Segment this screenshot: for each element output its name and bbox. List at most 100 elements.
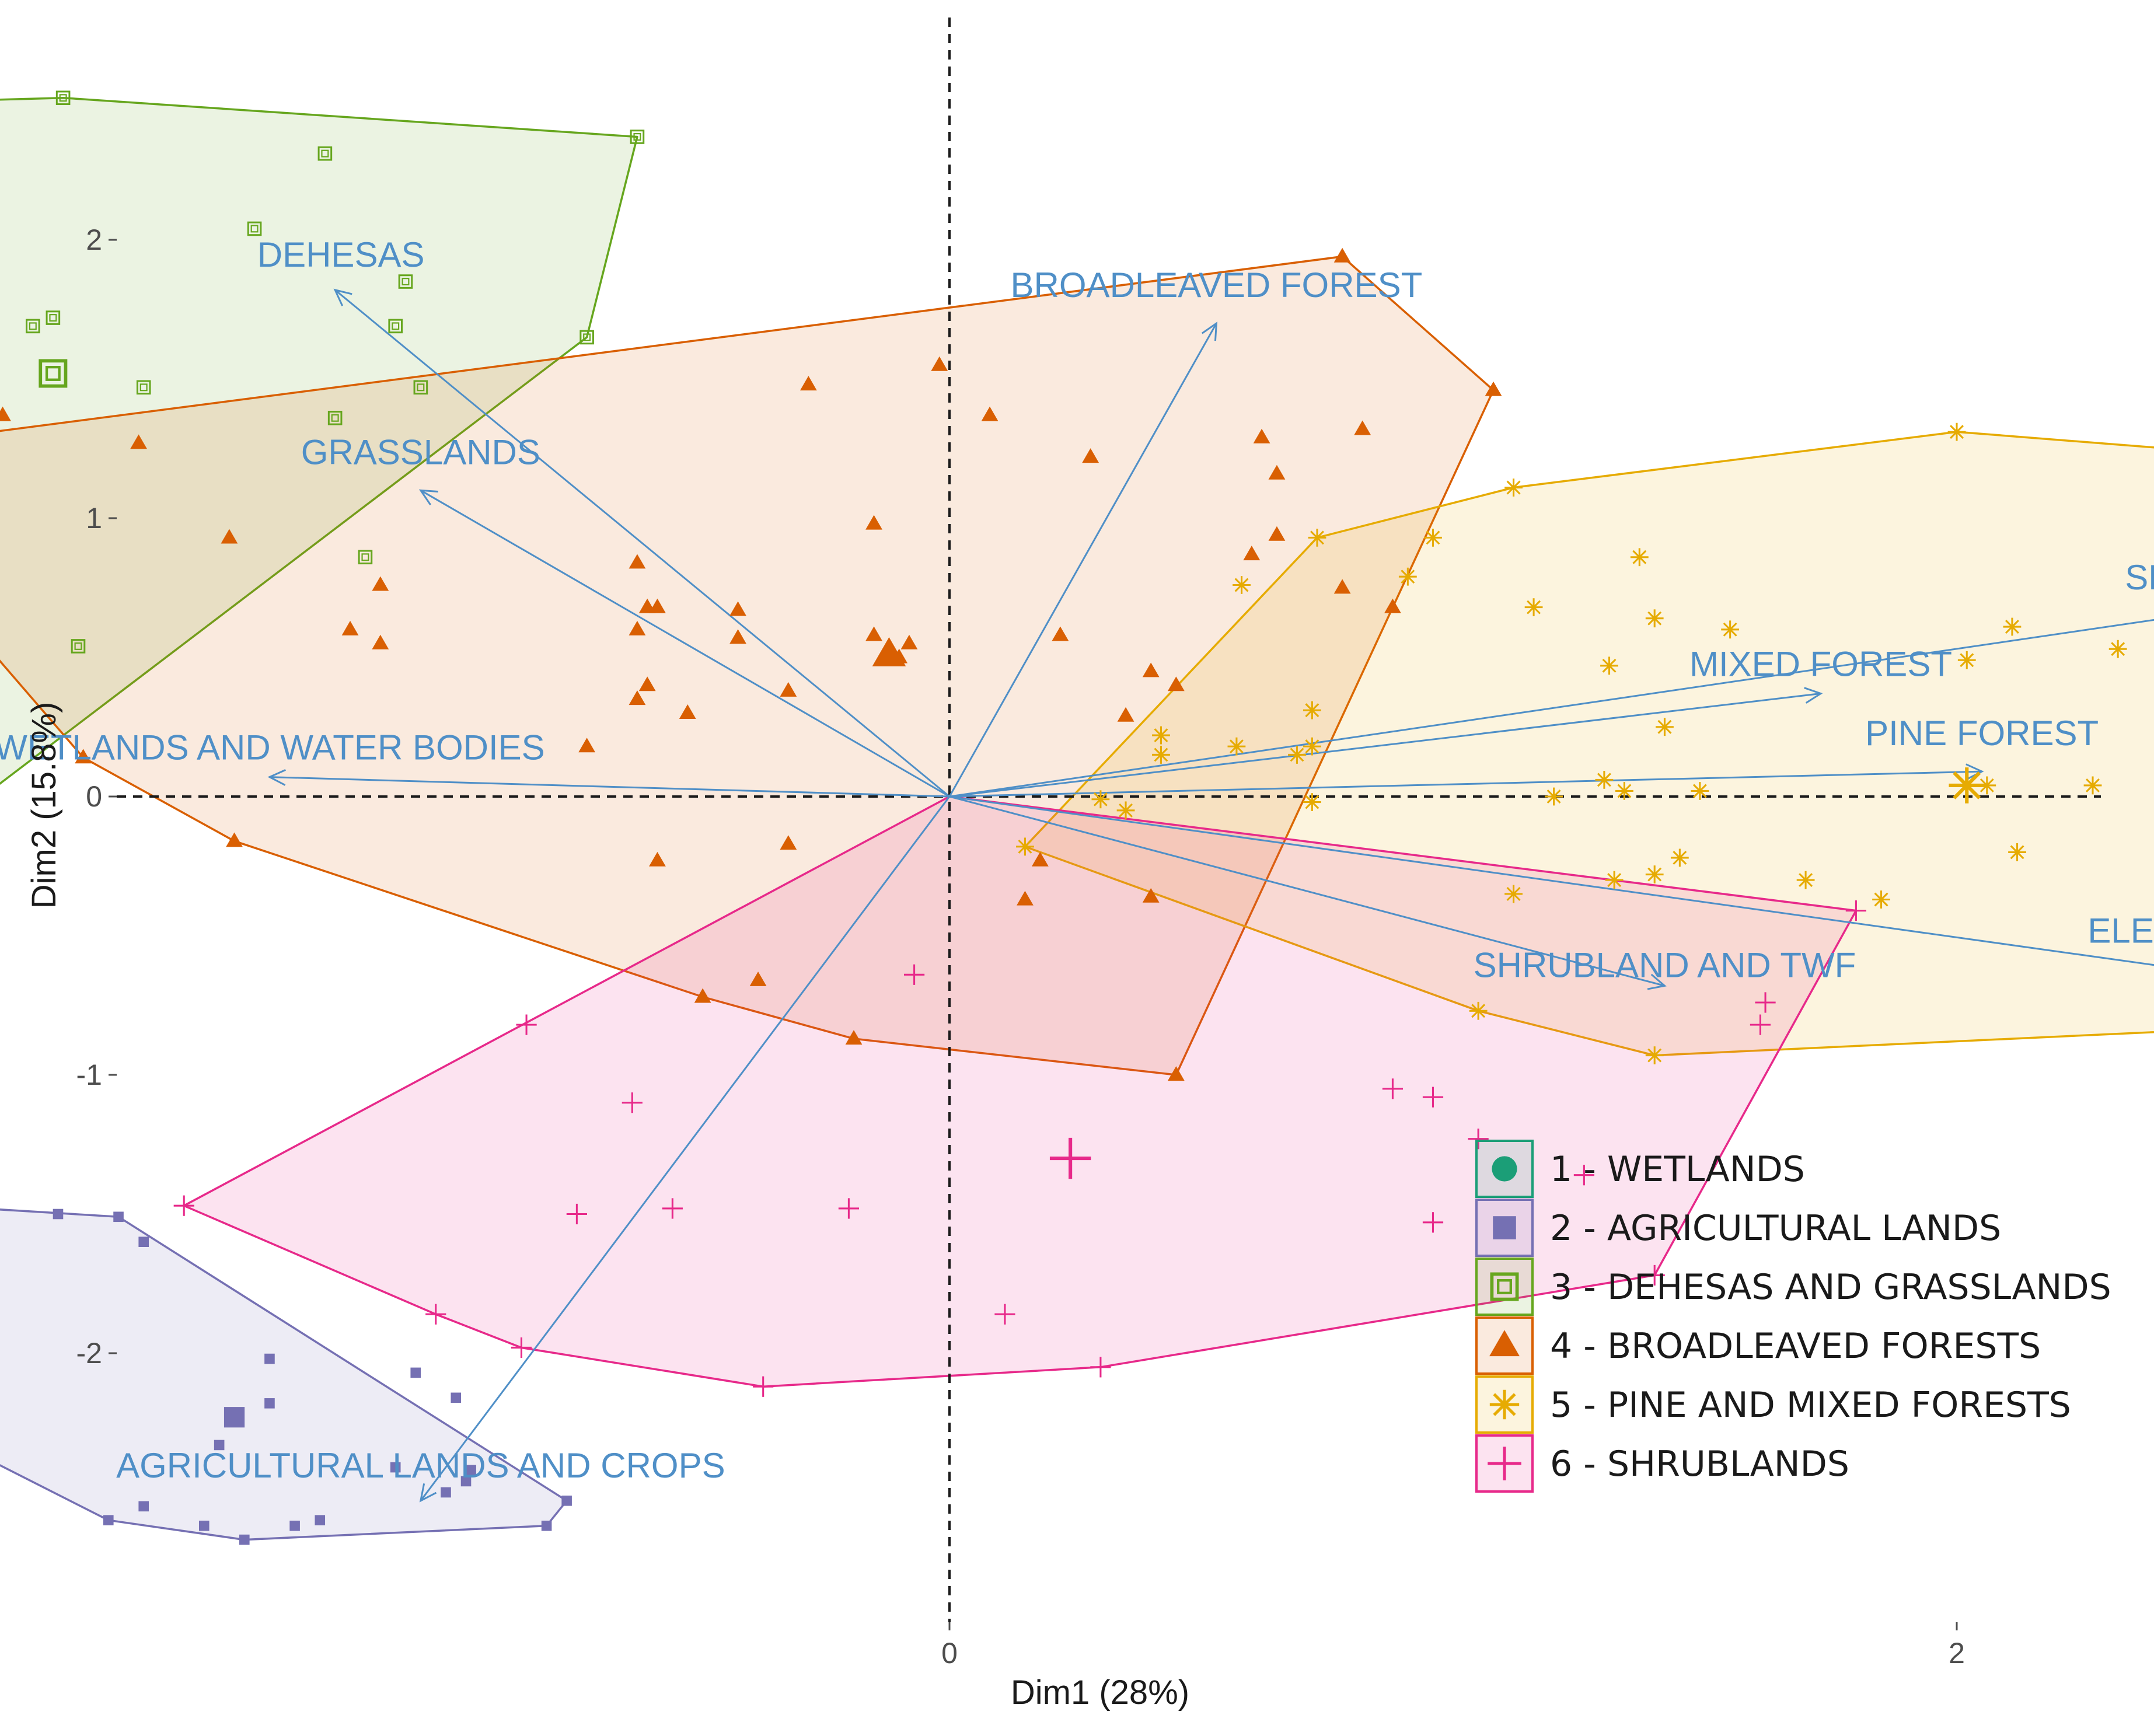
variable-arrows <box>267 288 2154 1503</box>
point-agricultural-lands <box>103 1515 114 1525</box>
point-broadleaved-forests <box>1354 420 1371 435</box>
point-pine-and-mixed-forests <box>1600 656 1618 675</box>
label-grasslands: GRASSLANDS <box>301 432 540 471</box>
point-broadleaved-forests <box>1142 662 1160 677</box>
point-agricultural-lands <box>264 1353 275 1364</box>
point-agricultural-lands <box>390 1462 401 1473</box>
point-pine-and-mixed-forests <box>1308 528 1326 547</box>
point-agricultural-lands <box>561 1496 572 1506</box>
point-shrublands <box>753 1376 774 1397</box>
legend-item-agricultural-lands: 2 - AGRICULTURAL LANDS <box>1475 1199 2001 1257</box>
legend-item-pine-and-mixed-forests: 5 - PINE AND MIXED FORESTS <box>1475 1375 2071 1434</box>
hull-pine-and-mixed-forests <box>1024 431 2154 1057</box>
x-tick-label: 0 <box>941 1637 958 1669</box>
reference-lines <box>117 18 2101 1622</box>
point-broadleaved-forests <box>341 620 359 635</box>
point-shrublands <box>511 1337 532 1358</box>
centroid-agricultural-lands <box>224 1407 245 1428</box>
point-pine-and-mixed-forests <box>1233 576 1251 594</box>
centroid-dehesas-and-grasslands <box>39 359 68 388</box>
point-agricultural-lands <box>441 1487 451 1498</box>
arrow-pine-forest <box>949 763 1984 798</box>
legend-item-broadleaved-forests: 4 - BROADLEAVED FORESTS <box>1475 1316 2041 1375</box>
point-broadleaved-forests <box>649 598 666 613</box>
y-tick-label: 1 <box>86 502 102 535</box>
arrow-elevation <box>949 795 2154 966</box>
point-agricultural-lands <box>138 1236 149 1247</box>
point-shrublands <box>1090 1357 1111 1378</box>
point-shrublands <box>173 1195 194 1216</box>
legend-key-shrublands <box>1488 1447 1521 1480</box>
point-agricultural-lands <box>410 1367 421 1378</box>
point-broadleaved-forests <box>1142 888 1160 903</box>
point-broadleaved-forests <box>1117 707 1134 722</box>
legend-item-dehesas-and-grasslands: 3 - DEHESAS AND GRASSLANDS <box>1475 1258 2111 1316</box>
point-broadleaved-forests <box>780 835 797 850</box>
point-broadleaved-forests <box>629 620 646 635</box>
point-broadleaved-forests <box>749 971 767 986</box>
point-broadleaved-forests <box>800 376 817 391</box>
data-points <box>0 90 2127 1545</box>
centroid-shrublands <box>1049 1137 1091 1179</box>
legend-key-wetlands <box>1492 1156 1517 1182</box>
point-broadleaved-forests <box>372 634 389 649</box>
y-tick-label: -1 <box>76 1059 102 1091</box>
point-pine-and-mixed-forests <box>1957 651 1976 669</box>
legend-label: 5 - PINE AND MIXED FORESTS <box>1550 1385 2071 1426</box>
point-broadleaved-forests <box>75 749 92 764</box>
point-agricultural-lands <box>541 1520 552 1531</box>
point-broadleaved-forests <box>729 601 746 616</box>
point-dehesas-and-grasslands <box>579 330 594 345</box>
group-hulls <box>0 96 2154 1541</box>
point-broadleaved-forests <box>679 704 696 719</box>
point-broadleaved-forests <box>629 690 646 705</box>
x-tick-label: 2 <box>1949 1637 1965 1669</box>
point-shrublands <box>1644 1265 1665 1286</box>
point-broadleaved-forests <box>1167 1066 1185 1081</box>
point-agricultural-lands <box>315 1515 326 1525</box>
point-broadleaved-forests <box>638 676 656 691</box>
arrow-shrubland-and-twf <box>949 795 1667 990</box>
hull-dehesas-and-grasslands <box>0 96 638 785</box>
point-pine-and-mixed-forests <box>1424 528 1442 547</box>
point-broadleaved-forests <box>900 634 918 649</box>
point-pine-and-mixed-forests <box>1524 598 1543 617</box>
point-pine-and-mixed-forests <box>2008 843 2026 861</box>
point-shrublands <box>903 964 925 985</box>
y-tick-label: 0 <box>86 780 102 813</box>
point-pine-and-mixed-forests <box>1288 746 1306 764</box>
point-pine-and-mixed-forests <box>1016 837 1034 856</box>
arrow-wetlands-and-water-bodies <box>267 769 950 798</box>
legend-key-agricultural-lands <box>1493 1216 1516 1239</box>
point-broadleaved-forests <box>845 1030 863 1045</box>
point-dehesas-and-grasslands <box>26 319 40 334</box>
arrow-agricultural-lands-and-crops <box>419 796 951 1503</box>
point-broadleaved-forests <box>226 832 243 847</box>
point-shrublands <box>994 1304 1015 1325</box>
point-shrublands <box>1468 1129 1489 1150</box>
legend: 1 - WETLANDS 2 - AGRICULTURAL LANDS 3 - DE… <box>1475 1140 2111 1493</box>
point-shrublands <box>1845 900 1866 921</box>
point-shrublands <box>838 1198 859 1219</box>
point-pine-and-mixed-forests <box>1545 787 1563 806</box>
point-dehesas-and-grasslands <box>317 146 333 161</box>
point-agricultural-lands <box>264 1398 275 1409</box>
point-pine-and-mixed-forests <box>1645 1046 1664 1065</box>
point-dehesas-and-grasslands <box>247 221 262 236</box>
point-broadleaved-forests <box>1017 890 1034 906</box>
point-pine-and-mixed-forests <box>1116 801 1135 820</box>
point-pine-and-mixed-forests <box>1152 726 1170 745</box>
point-broadleaved-forests <box>1485 381 1502 396</box>
y-tick-label: 2 <box>86 223 102 256</box>
arrow-dehesas <box>333 288 950 798</box>
label-wetlands-and-water-bodies: WETLANDS AND WATER BODIES <box>0 728 545 767</box>
point-pine-and-mixed-forests <box>1595 770 1614 789</box>
point-shrublands <box>566 1203 587 1225</box>
point-shrublands <box>622 1092 643 1113</box>
point-shrublands <box>1422 1212 1444 1233</box>
point-broadleaved-forests <box>221 529 238 544</box>
centroid-pine-and-mixed-forests <box>1949 767 1985 804</box>
point-pine-and-mixed-forests <box>1947 422 1966 441</box>
